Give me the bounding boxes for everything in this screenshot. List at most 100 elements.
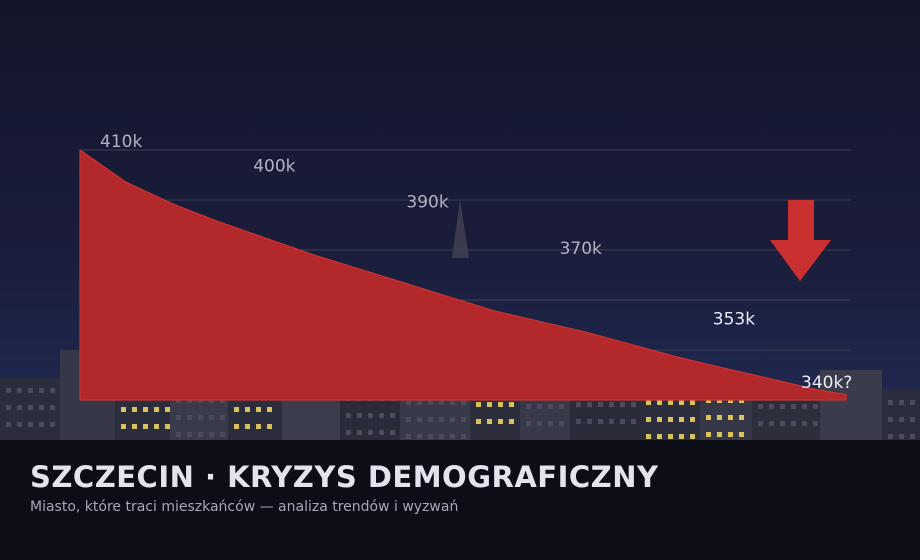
building-window [646,417,651,422]
building-window [668,417,673,422]
building-window [899,417,904,422]
building-window [17,422,22,427]
building-window [390,430,395,435]
building-window [417,417,422,422]
building-window [559,421,564,426]
building-window [631,419,636,424]
building-window [559,404,564,409]
building-window [428,434,433,439]
building-window [50,405,55,410]
building [882,390,920,440]
building-window [6,388,11,393]
building-window [899,400,904,405]
building-window [609,402,614,407]
building-window [28,405,33,410]
building-window [417,400,422,405]
building-window [910,434,915,439]
building-window [450,417,455,422]
building-window [598,419,603,424]
building-window [50,388,55,393]
building-window [439,434,444,439]
building-window [28,422,33,427]
building-window [487,419,492,424]
building-window [813,404,818,409]
building-window [390,413,395,418]
building-window [379,430,384,435]
building-window [690,417,695,422]
building-window [668,434,673,439]
building-window [176,415,181,420]
data-label: 370k [560,239,602,259]
building-window [717,415,722,420]
building-window [690,400,695,405]
building-window [439,400,444,405]
building-window [256,407,261,412]
building-window [368,413,373,418]
building-window [537,404,542,409]
building-window [679,417,684,422]
building-window [154,424,159,429]
building-window [50,422,55,427]
building-window [132,424,137,429]
data-label: 400k [253,157,295,177]
data-label: 390k [406,192,448,212]
building-window [758,421,763,426]
down-arrow-icon [770,200,831,281]
building-window [368,430,373,435]
data-label: 353k [713,310,755,330]
building-window [346,430,351,435]
building-window [28,388,33,393]
building-window [646,400,651,405]
building-window [739,415,744,420]
building-window [910,417,915,422]
building-window [357,430,362,435]
building-window [439,417,444,422]
building-window [209,415,214,420]
building-window [39,405,44,410]
church-spire [452,200,469,258]
building-window [910,400,915,405]
building-window [267,424,272,429]
building-window [728,432,733,437]
building-window [209,432,214,437]
building-window [537,421,542,426]
building-window [657,417,662,422]
building-window [769,404,774,409]
page-subtitle: Miasto, które traci mieszkańców — analiz… [30,499,459,515]
building-window [646,434,651,439]
building-window [679,434,684,439]
building-window [791,404,796,409]
building-window [450,400,455,405]
building-window [143,424,148,429]
building-window [256,424,261,429]
building-window [220,415,225,420]
building-window [620,402,625,407]
building-window [780,421,785,426]
building-window [17,405,22,410]
building-window [346,413,351,418]
building-window [576,402,581,407]
building-window [706,415,711,420]
building-window [428,417,433,422]
building-window [154,407,159,412]
data-label: 410k [100,132,142,152]
building-window [176,432,181,437]
building-window [888,434,893,439]
building-window [461,434,466,439]
building-window [598,402,603,407]
building-window [657,434,662,439]
building-window [609,419,614,424]
building-window [728,415,733,420]
building-window [813,421,818,426]
building-window [888,400,893,405]
building-window [187,432,192,437]
building-window [220,432,225,437]
building-window [769,421,774,426]
building-window [121,407,126,412]
building-window [198,432,203,437]
building-window [357,413,362,418]
building-window [899,434,904,439]
building-window [17,388,22,393]
building-window [668,400,673,405]
building-window [706,432,711,437]
